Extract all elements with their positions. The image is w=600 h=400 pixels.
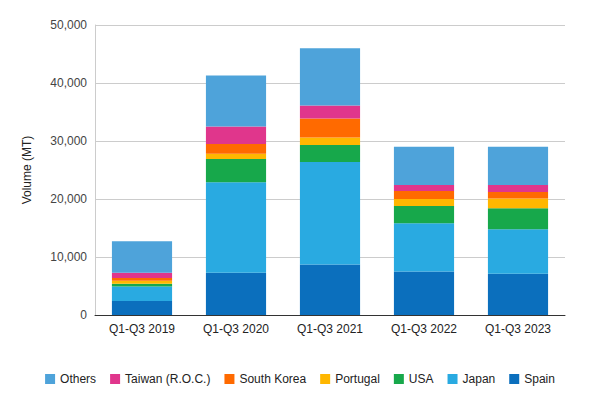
svg-text:10,000: 10,000 [50,250,87,264]
svg-text:Q1-Q3 2023: Q1-Q3 2023 [485,322,551,336]
svg-text:Volume (MT): Volume (MT) [20,136,34,205]
svg-text:Q1-Q3 2022: Q1-Q3 2022 [391,322,457,336]
svg-text:Q1-Q3 2020: Q1-Q3 2020 [203,322,269,336]
svg-text:Portugal: Portugal [335,372,380,386]
svg-text:Q1-Q3 2021: Q1-Q3 2021 [297,322,363,336]
svg-text:Spain: Spain [524,372,555,386]
svg-text:Q1-Q3 2019: Q1-Q3 2019 [109,322,175,336]
svg-text:20,000: 20,000 [50,192,87,206]
svg-text:0: 0 [80,308,87,322]
svg-text:40,000: 40,000 [50,76,87,90]
svg-text:30,000: 30,000 [50,134,87,148]
svg-text:Japan: Japan [463,372,496,386]
svg-text:South Korea: South Korea [239,372,306,386]
svg-text:50,000: 50,000 [50,18,87,32]
svg-text:USA: USA [409,372,434,386]
svg-text:Others: Others [60,372,96,386]
svg-text:Taiwan (R.O.C.): Taiwan (R.O.C.) [125,372,210,386]
